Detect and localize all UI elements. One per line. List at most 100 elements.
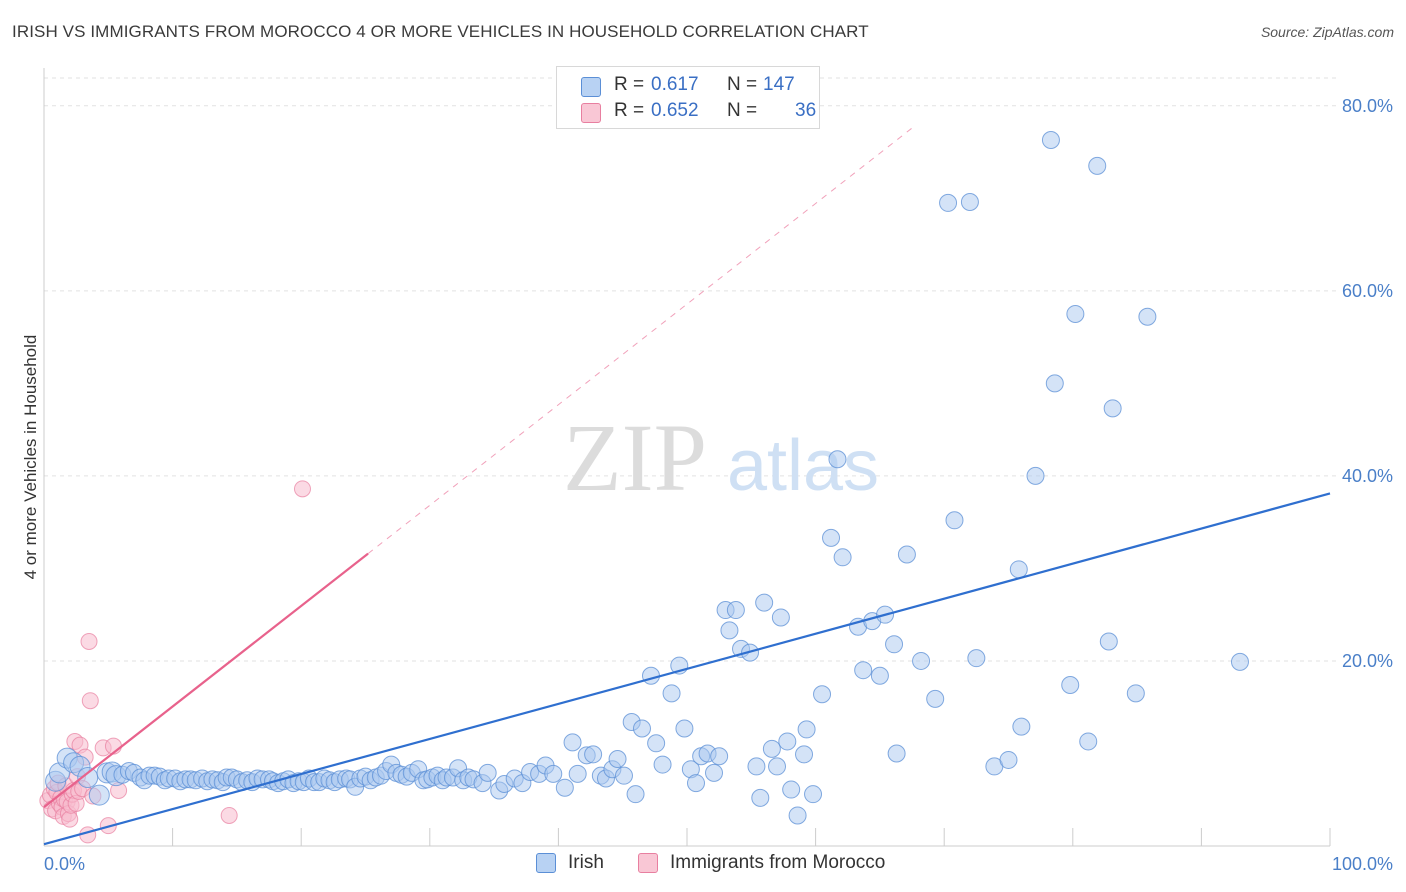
irish-point <box>675 719 694 738</box>
watermark: ZIP atlas <box>563 404 879 511</box>
irish-point <box>833 548 852 567</box>
irish-point <box>555 778 574 797</box>
watermark-zip: ZIP <box>563 404 707 511</box>
irish-swatch <box>581 77 601 97</box>
chart-title: IRISH VS IMMIGRANTS FROM MOROCCO 4 OR MO… <box>12 22 869 41</box>
irish-point <box>1079 732 1098 751</box>
irish-point <box>1012 717 1031 736</box>
irish-point <box>653 755 672 774</box>
stats-legend: R = 0.617 N = 147 R = 0.652 N = 36 <box>556 66 820 129</box>
irish-point <box>478 763 497 782</box>
legend-label-morocco: Immigrants from Morocco <box>670 852 886 873</box>
irish-point <box>1041 130 1060 149</box>
irish-point <box>828 450 847 469</box>
irish-point <box>1061 675 1080 694</box>
n-value: 147 <box>763 74 795 95</box>
irish-point <box>584 745 603 764</box>
y-tick-label: 60.0% <box>1342 281 1393 301</box>
irish-point <box>614 766 633 785</box>
irish-point <box>768 757 787 776</box>
irish-point <box>887 744 906 763</box>
irish-point <box>88 784 110 806</box>
irish-point <box>608 750 627 769</box>
irish-point <box>945 511 964 530</box>
irish-point <box>1230 652 1249 671</box>
irish-point <box>1026 466 1045 485</box>
irish-point <box>1045 374 1064 393</box>
irish-point <box>795 745 814 764</box>
irish-point <box>568 764 587 783</box>
r-label: R = <box>614 100 645 121</box>
irish-point <box>999 750 1018 769</box>
r-value: 0.652 <box>651 100 699 121</box>
irish-point <box>1099 632 1118 651</box>
irish-point <box>822 528 841 547</box>
irish-swatch <box>536 853 556 873</box>
irish-point <box>1126 684 1145 703</box>
irish-point <box>939 193 958 212</box>
irish-point <box>1138 307 1157 326</box>
irish-point <box>782 780 801 799</box>
morocco-point <box>220 806 238 824</box>
irish-trend-line <box>43 492 1331 846</box>
trend-lines <box>43 126 1331 846</box>
irish-point <box>751 788 770 807</box>
irish-point <box>641 666 660 685</box>
irish-point <box>705 763 724 782</box>
n-label: N = <box>727 74 758 95</box>
irish-point <box>885 635 904 654</box>
irish-point <box>1066 304 1085 323</box>
n-label: N = <box>727 100 758 121</box>
irish-points <box>45 130 1249 825</box>
irish-point <box>897 545 916 564</box>
irish-point <box>747 757 766 776</box>
tick-labels: 20.0% 40.0% 60.0% 80.0% 0.0% 100.0% <box>44 96 1393 874</box>
morocco-swatch <box>638 853 658 873</box>
irish-point <box>813 685 832 704</box>
legend-label-irish: Irish <box>568 852 604 873</box>
r-value: 0.617 <box>651 74 699 95</box>
irish-point <box>870 666 889 685</box>
irish-point <box>710 747 729 766</box>
irish-point <box>626 785 645 804</box>
irish-point <box>632 719 651 738</box>
y-tick-label: 40.0% <box>1342 466 1393 486</box>
irish-point <box>1088 156 1107 175</box>
x-tick-label: 100.0% <box>1332 854 1393 874</box>
irish-point <box>563 733 582 752</box>
irish-point <box>1009 560 1028 579</box>
y-axis-title: 4 or more Vehicles in Household <box>21 335 40 580</box>
morocco-swatch <box>581 103 601 123</box>
irish-point <box>762 739 781 758</box>
n-value: 36 <box>795 100 817 121</box>
irish-point <box>854 661 873 680</box>
irish-point <box>662 684 681 703</box>
irish-point <box>771 608 790 627</box>
morocco-trend-extension <box>367 126 914 554</box>
irish-point <box>926 689 945 708</box>
y-tick-label: 20.0% <box>1342 651 1393 671</box>
irish-point <box>788 806 807 825</box>
irish-point <box>755 593 774 612</box>
irish-point <box>687 774 706 793</box>
x-tick-label: 0.0% <box>44 854 85 874</box>
grid-lines <box>44 77 1336 662</box>
irish-point <box>797 720 816 739</box>
morocco-trend-line <box>43 552 369 809</box>
irish-point <box>544 764 563 783</box>
source-label: Source: ZipAtlas.com <box>1260 24 1394 40</box>
morocco-point <box>293 480 311 498</box>
irish-point <box>912 651 931 670</box>
irish-point <box>960 192 979 211</box>
irish-point <box>647 734 666 753</box>
morocco-point <box>80 633 98 651</box>
irish-point <box>804 785 823 804</box>
irish-point <box>720 621 739 640</box>
axes <box>43 68 1331 847</box>
irish-point <box>726 601 745 620</box>
irish-point <box>1103 399 1122 418</box>
y-tick-label: 80.0% <box>1342 96 1393 116</box>
morocco-point <box>81 692 99 710</box>
r-label: R = <box>614 74 645 95</box>
